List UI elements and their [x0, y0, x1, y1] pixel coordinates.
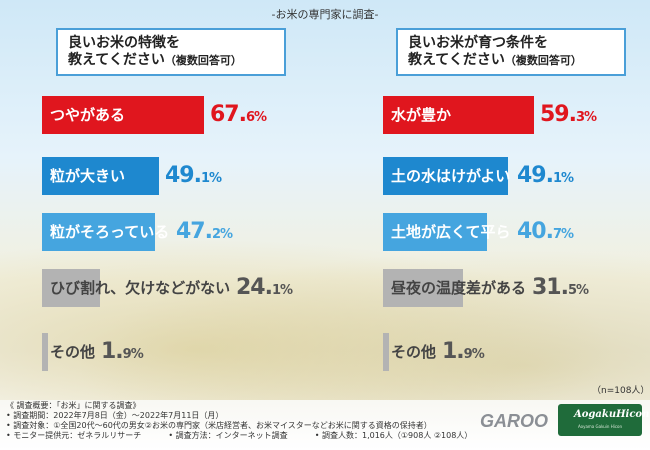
bar-value-minor: 1%: [552, 171, 574, 186]
bar-value-label: 24.1%: [236, 269, 293, 310]
bar-value-label: 49.1%: [517, 157, 574, 198]
overview-method: • 調査方法：インターネット調査: [168, 431, 288, 440]
bar-value-label: 1.9%: [101, 333, 144, 374]
aogaku-hicon-logo-text: AogakuHicon: [574, 409, 650, 420]
bar-value-label: 49.1%: [165, 157, 222, 198]
bar: [42, 333, 48, 371]
aogaku-hicon-logo-subtext: Aoyama Gakuin Hicon: [577, 424, 623, 429]
bar-value-major: 1.: [442, 339, 465, 364]
bar-label: 粒が大きい: [50, 167, 126, 185]
bar-value-major: 1.: [101, 339, 124, 364]
overview-heading: 《 調査概要：「お米」に関する調査》: [6, 401, 141, 410]
bar-value-label: 59.3%: [540, 96, 597, 137]
bar: [42, 213, 155, 251]
question-box-right: 良いお米が育つ条件を 教えてください（複数回答可）: [396, 28, 626, 76]
bar: [383, 157, 508, 195]
bar-value-minor: 3%: [575, 110, 597, 125]
bar-value-major: 67.: [210, 102, 247, 127]
question-right-line1: 良いお米が育つ条件を: [408, 35, 548, 51]
bar-value-label: 67.6%: [210, 96, 267, 137]
bar-value-label: 31.5%: [532, 269, 589, 310]
bar-value-major: 59.: [540, 102, 577, 127]
bar-label: その他: [391, 343, 437, 361]
bar-label: 水が豊か: [391, 106, 452, 124]
question-left-line1: 良いお米の特徴を: [68, 35, 180, 51]
bar-value-minor: 9%: [122, 347, 144, 362]
rice-field-background: [0, 230, 650, 400]
survey-overview: 《 調査概要：「お米」に関する調査》 • 調査期間：2022年7月8日（金）〜2…: [6, 401, 472, 441]
bar: [383, 213, 487, 251]
bar-label: 粒がそろっている: [50, 223, 170, 241]
bar: [42, 269, 100, 307]
garoo-logo-text: GAROO: [480, 411, 548, 431]
bar-value-minor: 5%: [567, 283, 589, 298]
survey-title: -お米の専門家に調査-: [271, 8, 379, 21]
bar-value-major: 24.: [236, 275, 273, 300]
bar-value-major: 49.: [165, 163, 202, 188]
bar-label: つやがある: [50, 106, 126, 124]
question-left-suffix: （複数回答可）: [164, 54, 242, 67]
bar-value-major: 40.: [517, 219, 554, 244]
bar-value-major: 47.: [176, 219, 213, 244]
bar: [383, 269, 463, 307]
question-right-line2: 教えてください: [408, 52, 505, 68]
bar-value-minor: 6%: [245, 110, 267, 125]
bar: [42, 157, 159, 195]
bar-value-label: 1.9%: [442, 333, 485, 374]
bar: [42, 96, 204, 134]
bar-label: ひび割れ、欠けなどがない: [50, 279, 231, 297]
bar-label: 土地が広くて平ら: [391, 223, 511, 241]
aogaku-hicon-logo: [558, 404, 642, 436]
bar-value-minor: 7%: [552, 227, 574, 242]
question-box-left: 良いお米の特徴を 教えてください（複数回答可）: [56, 28, 286, 76]
bar: [383, 96, 534, 134]
bar-label: 昼夜の温度差がある: [391, 279, 527, 297]
bar-value-minor: 1%: [271, 283, 293, 298]
overview-monitor: • モニター提供元：ゼネラルリサーチ: [6, 431, 142, 440]
overview-target: • 調査対象：①全国20代〜60代の男女②お米の専門家（米店経営者、お米マイスタ…: [6, 421, 432, 430]
question-left-line2: 教えてください: [68, 52, 165, 68]
question-right-suffix: （複数回答可）: [504, 54, 582, 67]
sample-size-note: （n=108人）: [592, 386, 650, 396]
bar-value-minor: 9%: [463, 347, 485, 362]
garoo-logo: GAROO: [480, 411, 548, 431]
overview-count: • 調査人数：1,016人（①908人 ②108人）: [314, 431, 473, 440]
bar-value-label: 40.7%: [517, 213, 574, 254]
bar-label: その他: [50, 343, 96, 361]
bar-value-major: 49.: [517, 163, 554, 188]
bar-value-minor: 1%: [200, 171, 222, 186]
overview-period: • 調査期間：2022年7月8日（金）〜2022年7月11日（月）: [6, 411, 224, 420]
bar: [383, 333, 389, 371]
bar-value-major: 31.: [532, 275, 569, 300]
bar-label: 土の水はけがよい: [391, 167, 511, 185]
bar-value-label: 47.2%: [176, 213, 233, 254]
bar-value-minor: 2%: [211, 227, 233, 242]
